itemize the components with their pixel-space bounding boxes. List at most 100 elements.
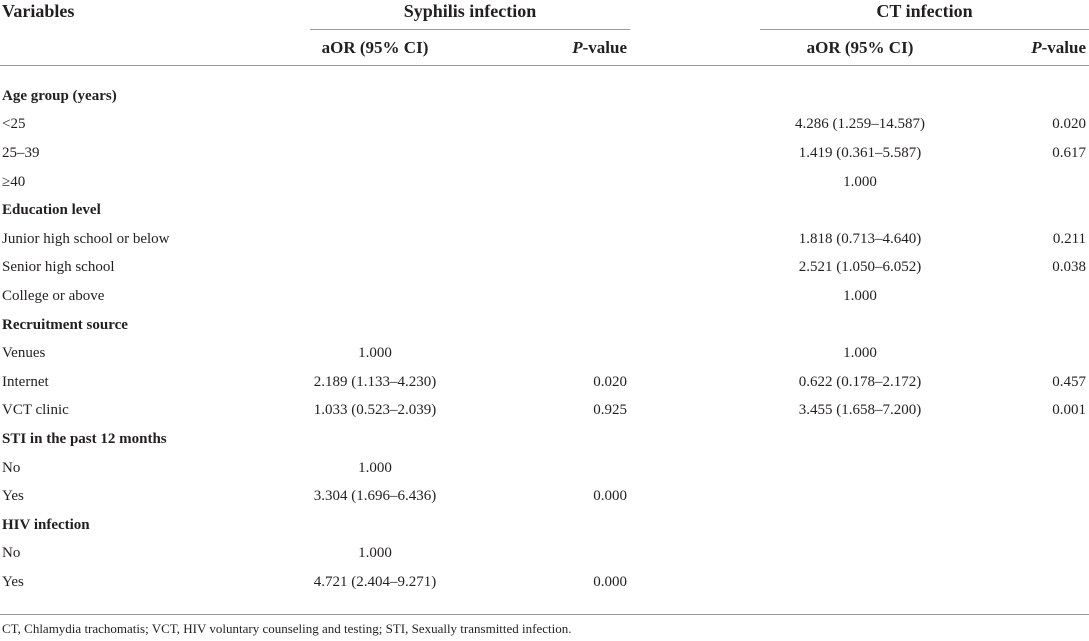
syphilis-aor-cell: 1.000 — [358, 545, 392, 562]
header-row-columns: aOR (95% CI) P-value aOR (95% CI) P-valu… — [0, 30, 1089, 66]
ct-aor-cell — [760, 196, 960, 225]
section-label: Education level — [2, 202, 101, 219]
spacer-cell — [630, 311, 760, 340]
spacer-cell — [630, 482, 760, 511]
ct-aor-cell: 1.000 — [843, 287, 877, 304]
spacer-cell — [630, 425, 760, 454]
ct-pvalue-cell — [960, 311, 1089, 340]
syphilis-aor-cell — [220, 425, 530, 454]
syphilis-pvalue-cell — [530, 139, 630, 168]
ct-pvalue-cell — [960, 568, 1089, 597]
table-row: Venues 1.000 1.000 — [0, 339, 1089, 368]
spacer-cell — [630, 397, 760, 426]
ct-aor-cell: 1.818 (0.713–4.640) — [798, 230, 922, 247]
ct-pvalue-cell — [960, 82, 1089, 111]
row-label: No — [2, 459, 21, 476]
spacer-cell — [630, 282, 760, 311]
syphilis-pvalue-cell: 0.925 — [593, 402, 627, 419]
spacer-cell — [630, 454, 760, 483]
row-label: Yes — [2, 573, 24, 590]
syphilis-pvalue-cell — [530, 282, 630, 311]
ct-pvalue-cell — [960, 168, 1089, 197]
ct-pvalue-cell: 0.020 — [1052, 116, 1087, 133]
header-syphilis-infection: Syphilis infection — [220, 0, 630, 30]
ct-aor-cell: 0.622 (0.178–2.172) — [798, 373, 922, 390]
spacer-cell — [630, 540, 760, 569]
ct-pvalue-cell — [960, 425, 1089, 454]
table-row: 25–39 1.419 (0.361–5.587) 0.617 — [0, 139, 1089, 168]
section-label: Recruitment source — [2, 316, 128, 333]
spacer-cell — [630, 368, 760, 397]
table-row: No 1.000 — [0, 540, 1089, 569]
ct-pvalue-cell — [960, 482, 1089, 511]
spacer-cell — [630, 225, 760, 254]
table-row: Yes 4.721 (2.404–9.271) 0.000 — [0, 568, 1089, 597]
row-label: VCT clinic — [2, 402, 69, 419]
header-row-groups: Variables Syphilis infection CT infectio… — [0, 0, 1089, 30]
row-label: Internet — [2, 373, 49, 390]
ct-pvalue-cell: 0.001 — [1052, 402, 1087, 419]
syphilis-aor-cell — [220, 311, 530, 340]
section-label: Age group (years) — [2, 87, 117, 104]
syphilis-aor-cell — [220, 196, 530, 225]
header-syphilis-aor: aOR (95% CI) — [321, 37, 429, 57]
ct-aor-cell — [760, 454, 960, 483]
syphilis-aor-cell — [220, 111, 530, 140]
section-header-row: HIV infection — [0, 511, 1089, 540]
spacer-cell — [630, 511, 760, 540]
header-ct-infection: CT infection — [760, 0, 1089, 30]
section-header-row: Education level — [0, 196, 1089, 225]
ct-aor-cell: 4.286 (1.259–14.587) — [795, 116, 925, 133]
ct-aor-cell — [760, 82, 960, 111]
table-footnote: CT, Chlamydia trachomatis; VCT, HIV volu… — [2, 621, 572, 636]
syphilis-aor-cell: 4.721 (2.404–9.271) — [313, 573, 437, 590]
syphilis-pvalue-cell: 0.000 — [593, 573, 627, 590]
ct-pvalue-cell — [960, 282, 1089, 311]
table-row: Senior high school 2.521 (1.050–6.052) 0.0… — [0, 254, 1089, 283]
syphilis-pvalue-cell — [530, 425, 630, 454]
row-label: College or above — [2, 287, 105, 304]
syphilis-aor-cell — [220, 511, 530, 540]
row-label: <25 — [2, 116, 26, 133]
syphilis-aor-cell — [220, 82, 530, 111]
row-label: Senior high school — [2, 259, 115, 276]
ct-aor-cell: 3.455 (1.658–7.200) — [798, 402, 922, 419]
spacer-cell — [630, 196, 760, 225]
ct-pvalue-cell — [960, 511, 1089, 540]
section-header-row: Recruitment source — [0, 311, 1089, 340]
ct-aor-cell — [760, 540, 960, 569]
spacer-cell — [630, 168, 760, 197]
row-label: Yes — [2, 488, 24, 505]
table-row: <25 4.286 (1.259–14.587) 0.020 — [0, 111, 1089, 140]
section-header-row: STI in the past 12 months — [0, 425, 1089, 454]
ct-pvalue-cell: 0.038 — [1052, 259, 1087, 276]
ct-pvalue-cell — [960, 339, 1089, 368]
syphilis-pvalue-cell — [530, 82, 630, 111]
ct-pvalue-cell: 0.457 — [1052, 373, 1087, 390]
table-row: College or above 1.000 — [0, 282, 1089, 311]
row-label: ≥40 — [2, 173, 26, 190]
syphilis-pvalue-cell — [530, 454, 630, 483]
ct-aor-cell: 2.521 (1.050–6.052) — [798, 259, 922, 276]
syphilis-aor-cell: 1.000 — [358, 345, 392, 362]
table-row: No 1.000 — [0, 454, 1089, 483]
syphilis-pvalue-cell — [530, 196, 630, 225]
header-syphilis-pvalue: P-value — [572, 37, 627, 57]
ct-aor-cell — [760, 511, 960, 540]
ct-aor-cell: 1.000 — [843, 345, 877, 362]
table-body: Age group (years) <25 4.286 (1.259–14.587)… — [0, 66, 1089, 597]
syphilis-pvalue-cell — [530, 168, 630, 197]
table-row: Yes 3.304 (1.696–6.436) 0.000 — [0, 482, 1089, 511]
syphilis-aor-cell: 1.000 — [358, 459, 392, 476]
section-label: HIV infection — [2, 516, 90, 533]
syphilis-aor-cell: 2.189 (1.133–4.230) — [313, 373, 437, 390]
header-syphilis-label: Syphilis infection — [403, 1, 537, 21]
table-row: ≥40 1.000 — [0, 168, 1089, 197]
ct-aor-cell: 1.419 (0.361–5.587) — [798, 144, 922, 161]
spacer-cell — [630, 339, 760, 368]
row-label: 25–39 — [2, 144, 40, 161]
ct-pvalue-cell: 0.211 — [1052, 230, 1087, 247]
ct-aor-cell — [760, 482, 960, 511]
section-header-row: Age group (years) — [0, 82, 1089, 111]
